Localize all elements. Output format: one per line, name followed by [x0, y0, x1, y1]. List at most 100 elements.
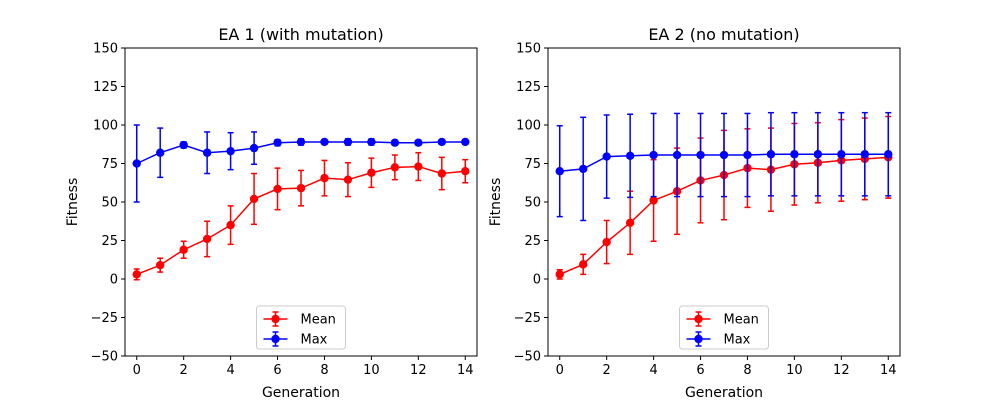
data-point — [555, 167, 564, 176]
x-tick-label: 2 — [180, 363, 188, 378]
data-point — [296, 183, 306, 193]
data-point — [437, 137, 446, 147]
x-tick-label: 0 — [133, 363, 141, 378]
y-tick-label: 150 — [516, 42, 541, 57]
data-point — [343, 137, 353, 147]
data-point — [743, 150, 752, 160]
x-tick-label: 0 — [556, 363, 564, 378]
data-point — [649, 150, 658, 160]
x-tick-label: 8 — [320, 363, 328, 378]
y-tick-label: 100 — [516, 119, 541, 134]
data-point — [156, 260, 165, 270]
y-tick-label: 75 — [101, 157, 118, 172]
data-point — [273, 138, 282, 147]
x-tick-label: 14 — [880, 363, 897, 378]
data-point — [390, 163, 400, 172]
legend-marker — [271, 314, 280, 324]
y-tick-label: 75 — [524, 157, 541, 172]
data-point — [555, 270, 564, 279]
data-point — [249, 143, 259, 153]
x-tick-label: 10 — [363, 363, 380, 378]
y-tick-label: −50 — [514, 350, 541, 365]
data-point — [320, 173, 329, 183]
y-tick-label: 50 — [101, 196, 118, 211]
data-point — [602, 237, 611, 247]
y-tick-label: 100 — [93, 119, 118, 134]
y-tick-label: 25 — [524, 234, 541, 249]
x-tick-label: 6 — [273, 363, 281, 378]
x-tick-label: 6 — [696, 363, 704, 378]
legend: Mean Max — [679, 305, 769, 350]
y-axis: −50 −25 0 25 50 75 100 125 150 Fitness — [65, 42, 125, 365]
data-point — [625, 151, 635, 160]
data-point — [461, 167, 470, 176]
legend-entry-mean: Mean — [263, 311, 336, 328]
data-point — [390, 138, 400, 147]
data-point — [320, 137, 329, 147]
data-point — [461, 137, 470, 147]
chart-panel-2: EA 2 (no mutation) 0 2 4 6 8 10 12 14 Generation −… — [488, 25, 901, 400]
data-point — [179, 140, 188, 150]
data-point — [719, 150, 729, 160]
data-point — [579, 260, 588, 269]
data-point — [414, 138, 423, 147]
legend-entry-max: Max — [686, 331, 751, 348]
series-max — [132, 124, 470, 203]
y-axis: −50 −25 0 25 50 75 100 125 150 Fitness — [488, 42, 548, 365]
data-point — [296, 137, 306, 147]
y-tick-label: −25 — [514, 311, 541, 326]
data-point — [884, 150, 893, 159]
chart-title: EA 2 (no mutation) — [648, 25, 799, 44]
y-tick-label: 125 — [516, 80, 541, 95]
data-point — [696, 150, 705, 160]
data-point — [790, 150, 799, 159]
y-tick-label: 25 — [101, 234, 118, 249]
data-point — [226, 220, 235, 230]
legend-entry-max: Max — [263, 331, 328, 348]
chart-panel-1: EA 1 (with mutation) 0 2 4 6 8 10 12 14 Generatio… — [65, 25, 478, 400]
data-point — [179, 245, 188, 254]
data-point — [579, 164, 588, 174]
legend-marker — [271, 334, 280, 344]
data-point — [343, 175, 353, 184]
y-tick-label: 0 — [533, 273, 541, 288]
series-mean — [132, 151, 470, 281]
y-tick-label: −25 — [91, 311, 118, 326]
y-tick-label: 125 — [93, 80, 118, 95]
data-point — [766, 150, 776, 159]
data-point — [156, 148, 165, 157]
legend: Mean Max — [256, 305, 346, 350]
y-tick-label: 0 — [110, 273, 118, 288]
data-point — [602, 152, 611, 161]
legend-marker — [694, 314, 703, 324]
x-tick-label: 14 — [457, 363, 474, 378]
legend-marker — [694, 334, 703, 344]
data-point — [437, 169, 446, 178]
data-point — [202, 234, 212, 244]
chart-title: EA 1 (with mutation) — [218, 25, 383, 44]
legend-entry-mean: Mean — [686, 311, 759, 328]
x-axis: 0 2 4 6 8 10 12 14 Generation — [133, 356, 474, 400]
legend-label: Mean — [301, 313, 336, 328]
y-tick-label: −50 — [91, 350, 118, 365]
legend-label: Max — [301, 333, 328, 348]
data-point — [860, 150, 869, 159]
data-point — [367, 137, 376, 147]
y-tick-label: 50 — [524, 196, 541, 211]
y-tick-label: 150 — [93, 42, 118, 57]
data-point — [132, 270, 141, 279]
data-point — [649, 196, 658, 205]
x-tick-label: 12 — [410, 363, 427, 378]
x-tick-label: 10 — [786, 363, 803, 378]
data-point — [132, 159, 141, 168]
data-point — [202, 148, 212, 157]
data-point — [813, 150, 823, 159]
y-axis-label: Fitness — [65, 178, 81, 227]
data-point — [367, 168, 376, 177]
x-axis-label: Generation — [685, 385, 763, 400]
y-axis-label: Fitness — [488, 178, 504, 227]
series-max — [555, 111, 893, 222]
data-point — [672, 150, 682, 160]
data-point — [249, 194, 259, 204]
